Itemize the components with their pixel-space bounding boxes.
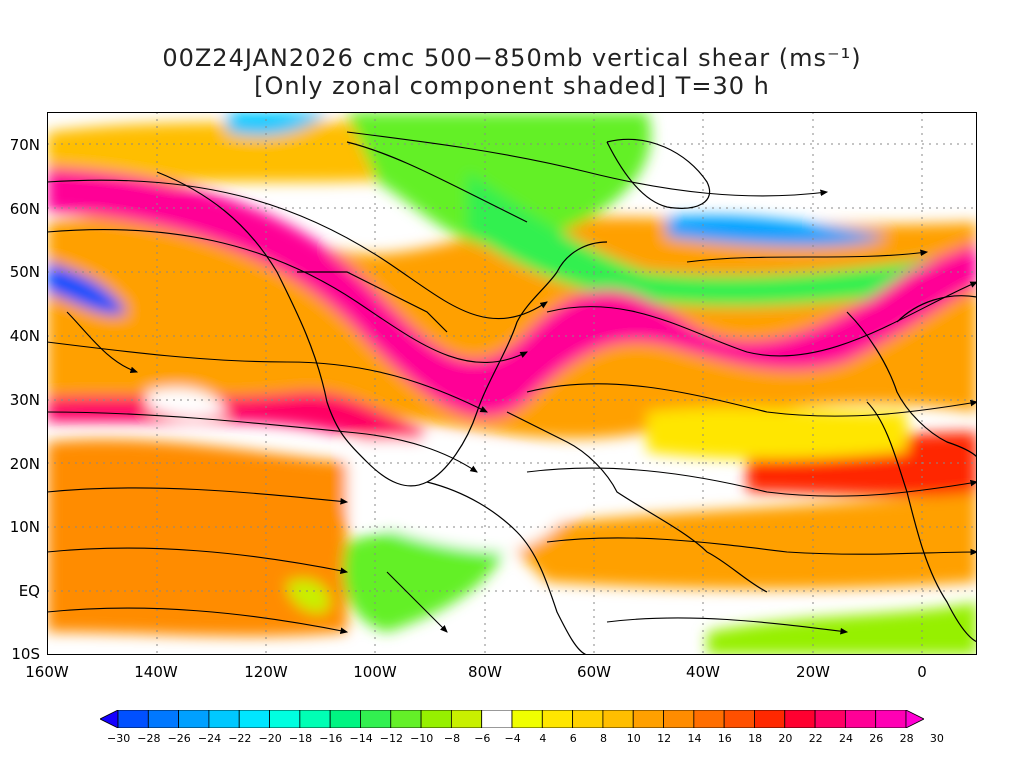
colorbar-cell [723, 710, 755, 728]
colorbar-cell [420, 710, 452, 728]
colorbar-label: 24 [839, 732, 853, 745]
colorbar-label: −14 [349, 732, 373, 745]
colorbar-cell [147, 710, 180, 728]
colorbar-label: 12 [657, 732, 672, 745]
colorbar-cell [632, 710, 664, 728]
colorbar-label: 26 [869, 732, 884, 745]
colorbar-cell [511, 710, 543, 728]
colorbar-cell [238, 710, 270, 728]
chart-title: 00Z24JAN2026 cmc 500−850mb vertical shea… [0, 44, 1024, 100]
colorbar-cell [663, 710, 695, 728]
shear-map [47, 112, 977, 655]
colorbar-cell [844, 710, 877, 728]
colorbar-cell [299, 710, 331, 728]
colorbar-cell [269, 710, 301, 728]
colorbar-label: −26 [167, 732, 191, 745]
colorbar-label: −4 [504, 732, 521, 745]
lon-label-140w: 140W [134, 663, 178, 681]
title-line-2: [Only zonal component shaded] T=30 h [254, 72, 770, 100]
colorbar-label: −8 [443, 732, 461, 745]
coastlines [156, 138, 977, 655]
lon-label-40w: 40W [686, 663, 720, 681]
colorbar-cell [754, 710, 786, 728]
colorbar-cell [602, 710, 634, 728]
colorbar-cell [481, 710, 513, 728]
colorbar-cell [450, 710, 483, 728]
lat-label-10n: 10N [9, 518, 40, 536]
streamlines [47, 131, 977, 635]
colorbar-label: 28 [899, 732, 914, 745]
lon-label-120w: 120W [244, 663, 288, 681]
title-line-1: 00Z24JAN2026 cmc 500−850mb vertical shea… [162, 44, 862, 72]
lat-label-40n: 40N [9, 327, 40, 345]
colorbar-cell [572, 710, 604, 728]
colorbar-cell [541, 710, 574, 728]
colorbar-label: −24 [197, 732, 222, 745]
colorbar-label: 16 [717, 732, 732, 745]
colorbar-cell [117, 710, 149, 728]
colorbar-cell [814, 710, 846, 728]
lat-label-60n: 60N [9, 200, 40, 218]
lat-label-30n: 30N [9, 391, 40, 409]
colorbar-cell [784, 710, 816, 728]
lon-label-20w: 20W [796, 663, 830, 681]
colorbar-label: 4 [539, 732, 547, 745]
lat-label-10s: 10S [11, 645, 40, 663]
colorbar-label: 30 [929, 732, 944, 745]
colorbar-label: −12 [379, 732, 403, 745]
colorbar-label: −6 [474, 732, 491, 745]
colorbar-cell [208, 710, 240, 728]
colorbar-label: −28 [137, 732, 161, 745]
colorbar-label: 6 [569, 732, 577, 745]
colorbar [100, 710, 924, 728]
lon-label-100w: 100W [353, 663, 397, 681]
colorbar-cell [390, 710, 422, 728]
colorbar-label: −18 [288, 732, 313, 745]
colorbar-label: 18 [748, 732, 763, 745]
colorbar-label: 14 [687, 732, 702, 745]
colorbar-cell [329, 710, 361, 728]
colorbar-cell [360, 710, 392, 728]
lon-label-0: 0 [917, 663, 927, 681]
colorbar-cell [100, 710, 119, 728]
map-frame [47, 112, 977, 655]
colorbar-cell [875, 710, 907, 728]
graticule [47, 112, 977, 655]
colorbar-cell [693, 710, 725, 728]
colorbar-label: −16 [319, 732, 343, 745]
colorbar-label: −30 [106, 732, 131, 745]
lat-label-20n: 20N [9, 455, 40, 473]
colorbar-label: −20 [258, 732, 282, 745]
colorbar-label: 22 [808, 732, 823, 745]
lon-label-80w: 80W [468, 663, 502, 681]
lat-label-eq: EQ [18, 582, 40, 600]
colorbar-label: 10 [626, 732, 641, 745]
lon-label-60w: 60W [577, 663, 611, 681]
lat-label-50n: 50N [9, 263, 40, 281]
colorbar-cell [178, 710, 210, 728]
colorbar-label: −10 [410, 732, 434, 745]
colorbar-label: 20 [778, 732, 793, 745]
colorbar-label: 8 [600, 732, 607, 745]
lon-label-160w: 160W [25, 663, 69, 681]
colorbar-cell [905, 710, 924, 728]
colorbar-label: −22 [228, 732, 252, 745]
lat-label-70n: 70N [9, 136, 40, 154]
shading-layer [47, 112, 977, 655]
